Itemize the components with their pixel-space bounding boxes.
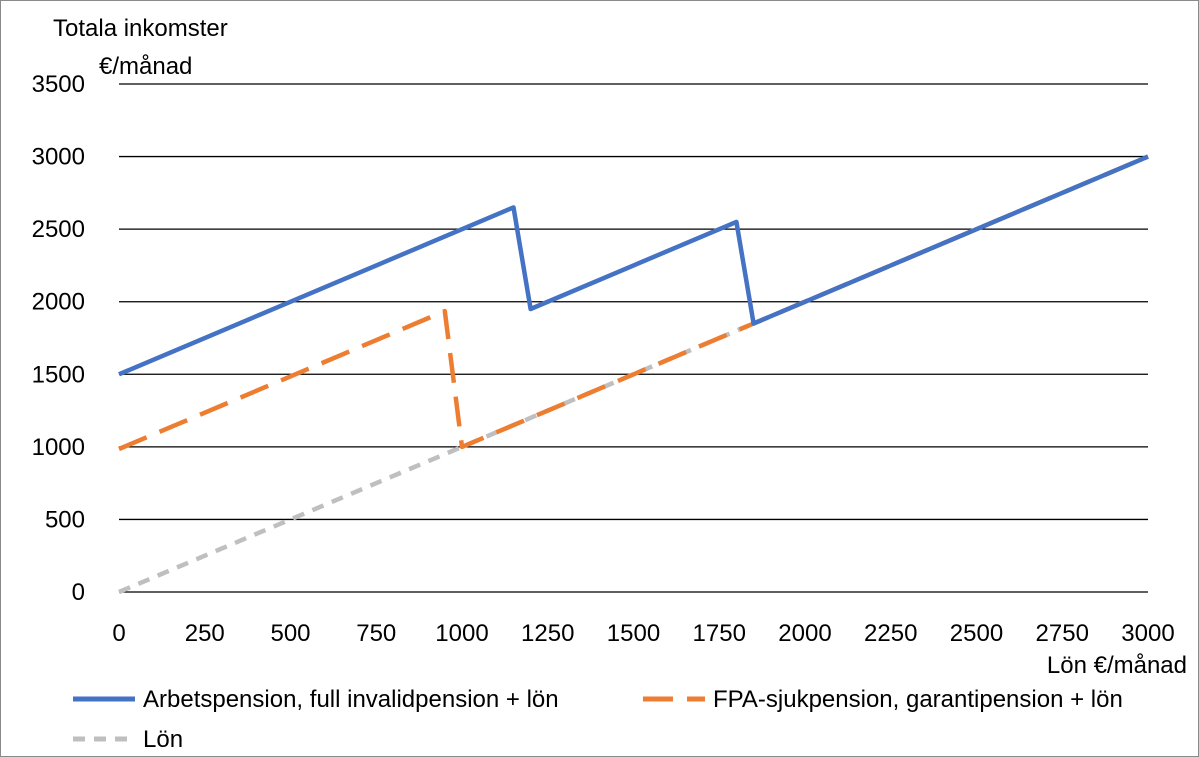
legend-item-arbetspension: Arbetspension, full invalidpension + lön bbox=[73, 686, 559, 713]
y-tick-label-500: 500 bbox=[45, 506, 85, 533]
x-tick-label-1250: 1250 bbox=[521, 620, 574, 647]
x-tick-label-1750: 1750 bbox=[693, 620, 746, 647]
x-tick-label-1000: 1000 bbox=[435, 620, 488, 647]
legend: Arbetspension, full invalidpension + lön… bbox=[73, 686, 1123, 753]
y-tick-label-1000: 1000 bbox=[32, 434, 85, 461]
y-axis-title-line1: Totala inkomster bbox=[53, 15, 228, 42]
y-axis-title-line2: €/månad bbox=[99, 53, 192, 80]
x-tick-label-3000: 3000 bbox=[1121, 620, 1174, 647]
x-axis-title: Lön €/månad bbox=[1047, 652, 1187, 679]
x-tick-label-500: 500 bbox=[270, 620, 310, 647]
series-line-fpa-sjukpension-garantipension-l-n bbox=[118, 154, 1149, 452]
legend-item-fpa: FPA-sjukpension, garantipension + lön bbox=[643, 686, 1123, 713]
series-line-arbetspension-full-invalidpension-l-n bbox=[118, 154, 1149, 377]
x-tick-label-2750: 2750 bbox=[1036, 620, 1089, 647]
gridlines bbox=[119, 83, 1148, 593]
x-tick-label-750: 750 bbox=[356, 620, 396, 647]
x-tick-label-2250: 2250 bbox=[864, 620, 917, 647]
x-axis-ticks: 0 250 500 750 1000 1250 1500 1750 2000 2250 2500 27… bbox=[112, 620, 1174, 647]
legend-label-arbetspension: Arbetspension, full invalidpension + lön bbox=[143, 686, 559, 713]
x-tick-label-1500: 1500 bbox=[607, 620, 660, 647]
legend-label-lon: Lön bbox=[143, 726, 183, 753]
y-tick-label-3500: 3500 bbox=[32, 71, 85, 98]
x-tick-label-2500: 2500 bbox=[950, 620, 1003, 647]
y-tick-label-2000: 2000 bbox=[32, 289, 85, 316]
series-lines bbox=[118, 154, 1149, 595]
y-tick-label-0: 0 bbox=[72, 579, 85, 606]
y-tick-label-3000: 3000 bbox=[32, 144, 85, 171]
y-tick-label-2500: 2500 bbox=[32, 216, 85, 243]
legend-item-lon: Lön bbox=[73, 726, 183, 753]
x-tick-label-250: 250 bbox=[185, 620, 225, 647]
y-axis-ticks: 0 500 1000 1500 2000 2500 3000 3500 bbox=[32, 71, 85, 606]
legend-label-fpa: FPA-sjukpension, garantipension + lön bbox=[713, 686, 1123, 713]
x-tick-label-2000: 2000 bbox=[778, 620, 831, 647]
y-tick-label-1500: 1500 bbox=[32, 361, 85, 388]
x-tick-label-0: 0 bbox=[112, 620, 125, 647]
